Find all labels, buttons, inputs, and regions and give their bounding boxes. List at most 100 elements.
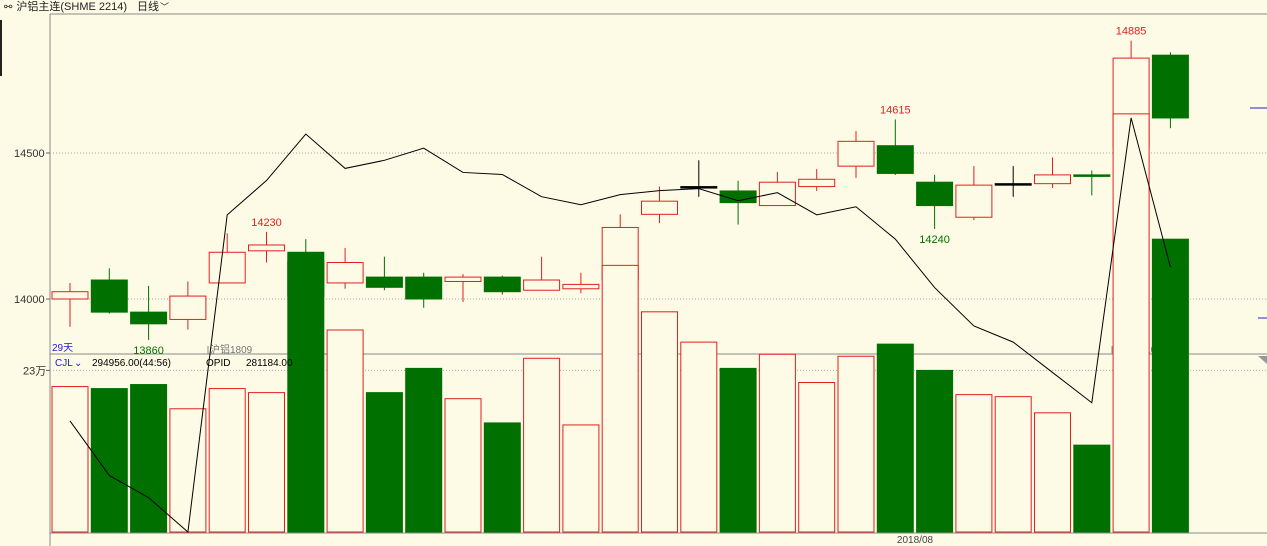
instrument-title: 沪铝主连(SHME 2214): [16, 1, 128, 13]
candle: [837, 131, 875, 178]
volume-bar: [837, 355, 875, 533]
candle-body: [837, 140, 875, 167]
opi-label: OPID: [206, 358, 230, 369]
candle: [523, 256, 561, 291]
volume-bar: [601, 264, 639, 533]
candle-body: [90, 279, 128, 313]
candle: [1073, 170, 1111, 196]
volume-bar: [876, 343, 914, 533]
candle: [680, 160, 718, 197]
candle-body: [1073, 174, 1111, 177]
candle: [90, 268, 128, 314]
volume-bar: [680, 341, 718, 533]
low-price-label: 13860: [133, 345, 164, 357]
high-price-label: 14885: [1116, 26, 1147, 38]
volume-bar: [1034, 412, 1071, 533]
candle: [405, 272, 443, 308]
candle: [719, 180, 757, 225]
volume-bar: [208, 388, 246, 533]
candle-body: [523, 279, 561, 291]
candlestick-series: [51, 40, 1189, 340]
candle: [641, 186, 678, 224]
candle: [562, 272, 600, 294]
chevron-down-icon: ﹀: [160, 2, 170, 12]
days-count-label: 29天: [52, 343, 73, 354]
candle-body: [562, 283, 600, 290]
opi-polyline: [69, 117, 1171, 533]
volume-bar: [641, 311, 678, 533]
candle: [758, 171, 796, 207]
price-tick-label: 14500: [14, 148, 45, 160]
candle-body: [994, 183, 1032, 186]
candle-body: [1151, 54, 1189, 119]
period-selector[interactable]: 日线﹀: [137, 1, 169, 13]
volume-bar: [1112, 113, 1150, 533]
candle-body: [51, 291, 89, 300]
volume-grid: 23万: [23, 365, 1267, 377]
volume-bar: [287, 260, 325, 533]
candle-body: [483, 276, 521, 293]
link-icon[interactable]: ⚯: [4, 2, 13, 13]
volume-bar: [169, 408, 207, 533]
candle-body: [169, 295, 207, 320]
candle-body: [641, 200, 678, 215]
candle: [876, 119, 914, 175]
candle-body: [916, 181, 954, 207]
corner-triangle-icon: [1258, 356, 1267, 364]
x-axis-date-label: 2018/08: [897, 535, 934, 546]
volume-bar: [523, 357, 561, 533]
candle: [798, 169, 836, 191]
volume-tick-label: 23万: [23, 365, 46, 377]
candle-body: [680, 186, 718, 189]
candle: [51, 282, 89, 327]
low-price-label: 14240: [919, 234, 950, 246]
price-tick-label: 14000: [14, 294, 45, 306]
volume-bar: [51, 386, 89, 533]
candle: [1151, 52, 1189, 129]
volume-bar: [405, 367, 443, 533]
candle-body: [130, 311, 168, 325]
volume-readout-value: 294956.00(44:56): [92, 358, 171, 369]
volume-bar: [326, 329, 364, 533]
volume-series: [51, 113, 1189, 533]
contract-label: 沪铝1809: [210, 343, 253, 356]
candle-body: [405, 276, 443, 300]
period-label: 日线: [137, 1, 160, 13]
candle: [916, 174, 954, 229]
volume-bar: [248, 392, 285, 533]
candle: [955, 166, 993, 221]
high-price-label: 14230: [251, 217, 282, 229]
candle: [208, 233, 246, 284]
chevron-down-icon: ⌄: [74, 358, 82, 369]
candle: [365, 256, 403, 291]
title-bar: ⚯ 沪铝主连(SHME 2214) 日线﹀: [0, 0, 1267, 14]
candle-body: [208, 251, 246, 284]
price-grid: 14500 14000: [14, 148, 1267, 306]
volume-bar: [90, 388, 128, 533]
candle: [248, 231, 285, 263]
candle-body: [798, 178, 836, 188]
candle-body: [876, 145, 914, 174]
candle: [169, 281, 207, 330]
candle-body: [444, 276, 482, 282]
volume-bar: [955, 394, 993, 533]
volume-bar: [758, 353, 796, 533]
candle-body: [955, 184, 993, 218]
volume-labels: CJL ⌄ 294956.00(44:56) OPID 281184.00 2018/08: [55, 358, 934, 546]
indicator-name-label: CJL: [55, 358, 73, 369]
candle-body: [248, 244, 285, 252]
volume-bar: [719, 367, 757, 533]
volume-bar: [483, 422, 521, 533]
candle: [326, 247, 364, 289]
candle: [1034, 157, 1071, 189]
volume-bar: [130, 384, 168, 533]
candle: [483, 275, 521, 295]
candle: [130, 285, 168, 340]
volume-bar: [444, 398, 482, 533]
volume-bar: [916, 369, 954, 533]
volume-bar: [994, 396, 1032, 533]
opi-value: 281184.00: [246, 358, 293, 369]
volume-bar: [798, 382, 836, 533]
candle: [994, 166, 1032, 197]
